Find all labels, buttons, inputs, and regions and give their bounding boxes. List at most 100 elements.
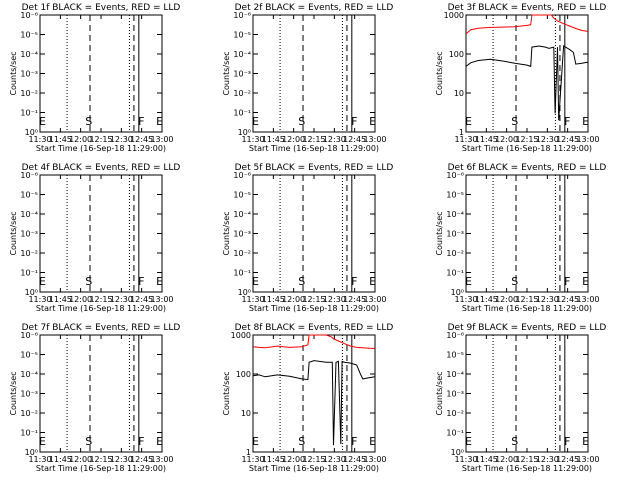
x-tick-label: 12:45 — [556, 135, 579, 144]
event-marker-label: E — [582, 275, 589, 288]
y-tick-label: 10⁻² — [20, 249, 38, 258]
x-tick-label: 11:45 — [49, 135, 72, 144]
x-tick-label: 13:00 — [576, 295, 599, 304]
y-tick-label: 10⁻⁵ — [20, 191, 38, 200]
y-tick-label: 10⁰ — [25, 128, 38, 137]
y-tick-label: 10⁰ — [451, 288, 464, 297]
y-tick-label: 10⁻³ — [233, 70, 251, 79]
y-tick-label: 10⁻⁴ — [233, 210, 251, 219]
x-axis-label: Start Time (16-Sep-18 11:29:00) — [36, 144, 166, 153]
y-tick-label: 10⁻⁵ — [20, 31, 38, 40]
x-tick-label: 12:45 — [130, 135, 153, 144]
y-tick-label: 10⁰ — [451, 448, 464, 457]
detector-panel-5: Det 5f BLACK = Events, RED = LLD 11:3011:… — [222, 163, 393, 313]
event-marker-label: E — [156, 435, 163, 448]
y-axis-label: Counts/sec — [435, 211, 444, 255]
detector-panel-3: Det 3f BLACK = Events, RED = LLD 11:3011:… — [435, 3, 606, 153]
x-tick-label: 12:15 — [515, 135, 538, 144]
x-tick-label: 12:45 — [343, 295, 366, 304]
y-axis-label: Counts/sec — [9, 371, 18, 415]
y-tick-label: 10⁻¹ — [20, 269, 38, 278]
x-tick-label: 12:15 — [89, 295, 112, 304]
x-axis-label: Start Time (16-Sep-18 11:29:00) — [462, 304, 592, 313]
detector-panel-6: Det 6f BLACK = Events, RED = LLD 11:3011:… — [435, 163, 606, 313]
x-tick-label: 12:45 — [343, 455, 366, 464]
x-tick-label: 12:45 — [130, 455, 153, 464]
y-tick-label: 10⁻³ — [20, 390, 38, 399]
x-tick-label: 11:30 — [28, 295, 51, 304]
x-tick-label: 12:15 — [89, 135, 112, 144]
event-marker-label: E — [39, 275, 46, 288]
x-axis-label: Start Time (16-Sep-18 11:29:00) — [36, 464, 166, 473]
x-tick-label: 11:30 — [241, 135, 264, 144]
y-tick-label: 10⁻¹ — [446, 269, 464, 278]
x-tick-label: 11:30 — [241, 295, 264, 304]
x-axis-label: Start Time (16-Sep-18 11:29:00) — [249, 464, 379, 473]
x-axis-label: Start Time (16-Sep-18 11:29:00) — [249, 304, 379, 313]
x-tick-label: 11:45 — [475, 135, 498, 144]
detector-panel-4: Det 4f BLACK = Events, RED = LLD 11:3011:… — [9, 163, 180, 313]
panel-title: Det 6f BLACK = Events, RED = LLD — [448, 163, 607, 173]
event-marker-label: F — [138, 435, 144, 448]
panel-title: Det 7f BLACK = Events, RED = LLD — [22, 323, 181, 333]
y-tick-label: 10⁻³ — [446, 390, 464, 399]
y-axis-label: Counts/sec — [222, 51, 231, 95]
y-tick-label: 100 — [449, 50, 464, 59]
y-tick-label: 10⁻² — [20, 409, 38, 418]
event-marker-label: S — [298, 115, 305, 128]
x-tick-label: 12:30 — [110, 135, 133, 144]
x-tick-label: 12:15 — [302, 455, 325, 464]
x-tick-label: 12:30 — [536, 455, 559, 464]
detector-panel-8: Det 8f BLACK = Events, RED = LLD 11:3011:… — [222, 323, 393, 473]
y-tick-label: 10⁻⁶ — [20, 331, 38, 340]
event-marker-label: S — [85, 275, 92, 288]
event-marker-label: E — [252, 115, 259, 128]
event-marker-label: E — [369, 275, 376, 288]
x-tick-label: 13:00 — [576, 455, 599, 464]
y-tick-label: 10⁻⁶ — [446, 171, 464, 180]
y-axis-label: Counts/sec — [9, 211, 18, 255]
y-tick-label: 10⁻⁶ — [20, 171, 38, 180]
y-tick-label: 10⁻² — [20, 89, 38, 98]
detector-panel-2: Det 2f BLACK = Events, RED = LLD 11:3011:… — [222, 3, 393, 153]
event-marker-label: E — [465, 435, 472, 448]
x-tick-label: 11:30 — [454, 295, 477, 304]
detector-panel-7: Det 7f BLACK = Events, RED = LLD 11:3011:… — [9, 323, 180, 473]
x-tick-label: 12:45 — [556, 295, 579, 304]
panel-title: Det 8f BLACK = Events, RED = LLD — [235, 323, 394, 333]
x-tick-label: 12:00 — [495, 135, 518, 144]
x-tick-label: 12:30 — [110, 455, 133, 464]
event-marker-label: F — [138, 275, 144, 288]
y-tick-label: 10 — [241, 409, 251, 418]
x-axis-label: Start Time (16-Sep-18 11:29:00) — [249, 144, 379, 153]
panel-title: Det 9f BLACK = Events, RED = LLD — [448, 323, 607, 333]
x-tick-label: 11:45 — [49, 295, 72, 304]
event-marker-label: S — [511, 435, 518, 448]
event-marker-label: E — [582, 435, 589, 448]
detector-panel-9: Det 9f BLACK = Events, RED = LLD 11:3011:… — [435, 323, 606, 473]
event-marker-label: F — [564, 275, 570, 288]
x-tick-label: 11:45 — [262, 455, 285, 464]
event-marker-label: E — [582, 115, 589, 128]
event-marker-label: S — [511, 115, 518, 128]
x-tick-label: 12:00 — [69, 295, 92, 304]
event-marker-label: E — [252, 275, 259, 288]
y-tick-label: 10⁻¹ — [446, 429, 464, 438]
y-tick-label: 10⁻⁵ — [233, 191, 251, 200]
y-tick-label: 10⁻⁵ — [446, 191, 464, 200]
x-tick-label: 13:00 — [363, 135, 386, 144]
event-marker-label: S — [298, 275, 305, 288]
x-tick-label: 11:45 — [475, 455, 498, 464]
x-tick-label: 12:00 — [495, 455, 518, 464]
panel-title: Det 4f BLACK = Events, RED = LLD — [22, 163, 181, 173]
event-marker-label: F — [351, 435, 357, 448]
y-tick-label: 10⁻¹ — [233, 269, 251, 278]
event-marker-label: S — [298, 435, 305, 448]
event-marker-label: E — [252, 435, 259, 448]
x-tick-label: 12:15 — [515, 295, 538, 304]
x-tick-label: 12:45 — [130, 295, 153, 304]
x-tick-label: 12:00 — [69, 455, 92, 464]
x-tick-label: 12:00 — [282, 455, 305, 464]
y-tick-label: 10⁻³ — [446, 230, 464, 239]
